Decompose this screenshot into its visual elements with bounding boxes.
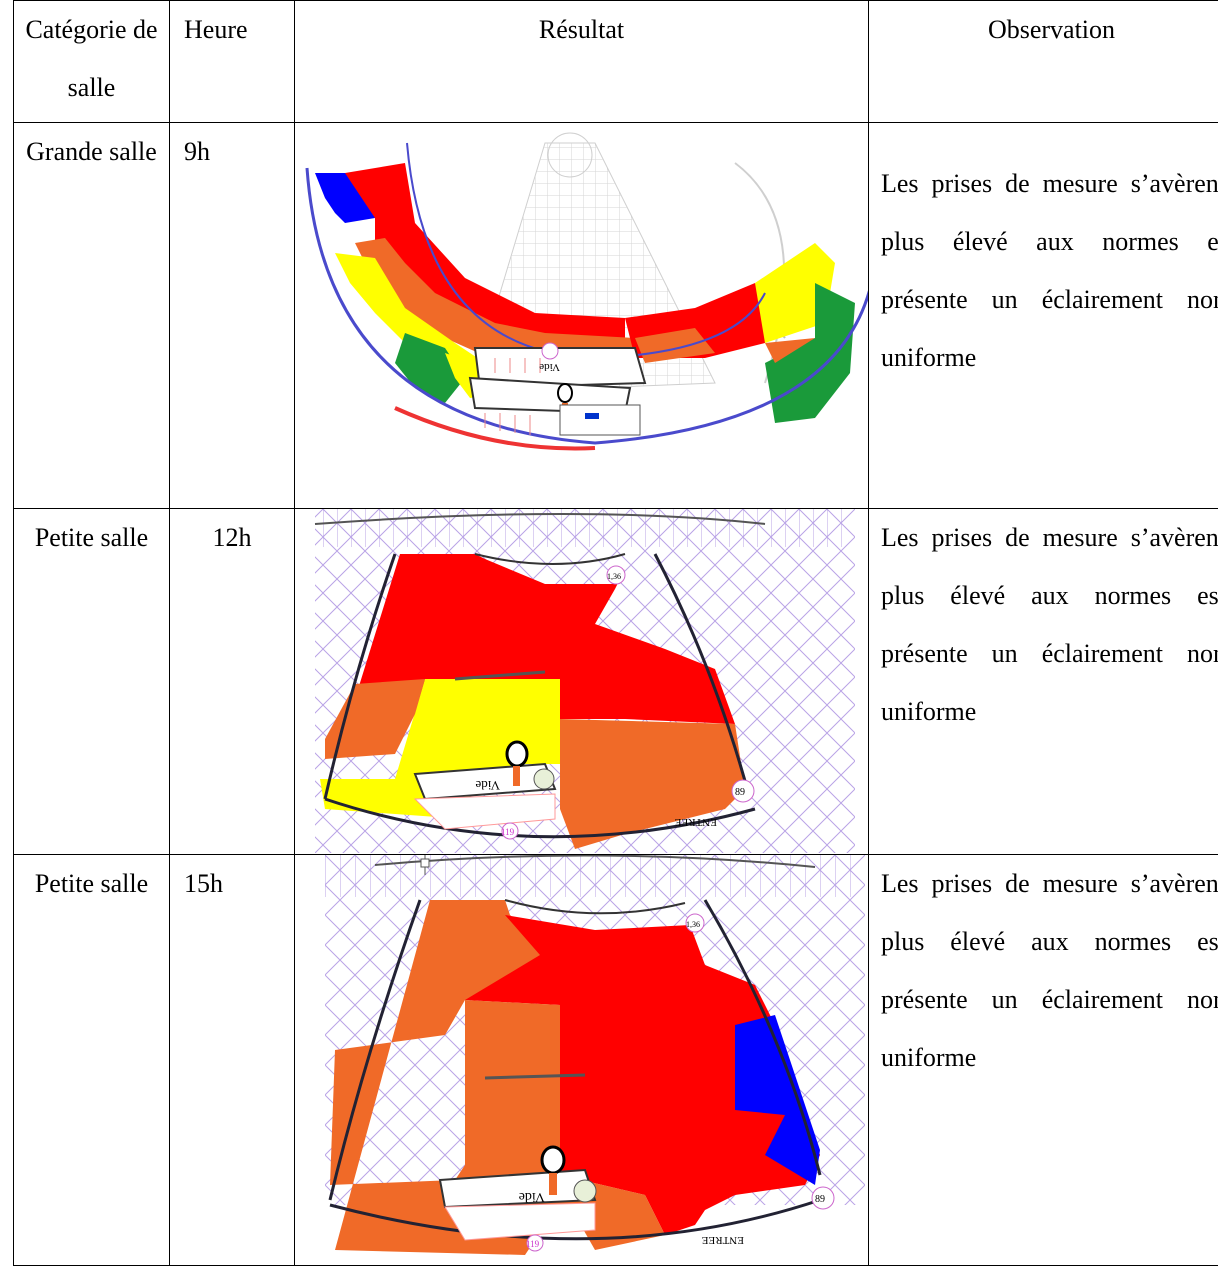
header-category: Catégorie de salle (13, 0, 170, 123)
plan-label-119: 119 (526, 1239, 540, 1249)
row-observation: Les prises de mesure s’avèrent plus élev… (881, 869, 1218, 1072)
table-row: Petite salle 15h (13, 854, 1218, 1266)
result-plan-cell: Vide (294, 122, 869, 509)
plan-label-vide: Vide (519, 1189, 545, 1204)
row-observation: Les prises de mesure s’avèrent plus élev… (881, 169, 1218, 372)
header-hour: Heure (169, 0, 295, 123)
plan-label-136: 1,36 (607, 572, 621, 581)
plan-label-136: 1,36 (686, 920, 700, 929)
plan-label-entree: ENTREE (702, 1234, 744, 1246)
result-plan-cell: Vide 119 89 ENTREE 1,36 (294, 854, 869, 1266)
row-observation-cell: Les prises de mesure s’avèrent plus élev… (868, 122, 1218, 509)
results-table: Catégorie de salle Heure Résultat Observ… (13, 0, 1218, 1266)
row-observation: Les prises de mesure s’avèrent plus élev… (881, 523, 1218, 726)
lighting-plan-small-room-12h: Vide 119 89 ENTREE 1,36 (314, 509, 855, 853)
plan-label-entree: ENTREE (675, 816, 717, 828)
row-observation-cell: Les prises de mesure s’avèrent plus élev… (868, 854, 1218, 1266)
heat-zones (320, 554, 745, 849)
plan-label-89: 89 (735, 787, 745, 798)
row-hour: 9h (169, 122, 295, 509)
row-category: Petite salle (13, 854, 170, 1266)
plan-label-vide: Vide (539, 361, 560, 373)
lighting-plan-small-room-15h: Vide 119 89 ENTREE 1,36 (325, 855, 865, 1255)
row-hour: 15h (169, 854, 295, 1266)
header-observation: Observation (868, 0, 1218, 123)
plan-label-89: 89 (815, 1194, 825, 1205)
row-observation-cell: Les prises de mesure s’avèrent plus élev… (868, 508, 1218, 855)
row-category: Grande salle (13, 122, 170, 509)
table-row: Grande salle 9h (13, 122, 1218, 509)
row-hour: 12h (169, 508, 295, 855)
plan-label-119: 119 (501, 827, 515, 837)
row-category: Petite salle (13, 508, 170, 855)
plan-label-vide: Vide (475, 778, 500, 793)
lighting-plan-large-room: Vide (305, 132, 868, 451)
table-row: Petite salle 12h (13, 508, 1218, 855)
header-row: Catégorie de salle Heure Résultat Observ… (13, 0, 1218, 123)
heat-zones (315, 163, 855, 423)
result-plan-cell: Vide 119 89 ENTREE 1,36 (294, 508, 869, 855)
header-result: Résultat (294, 0, 869, 123)
